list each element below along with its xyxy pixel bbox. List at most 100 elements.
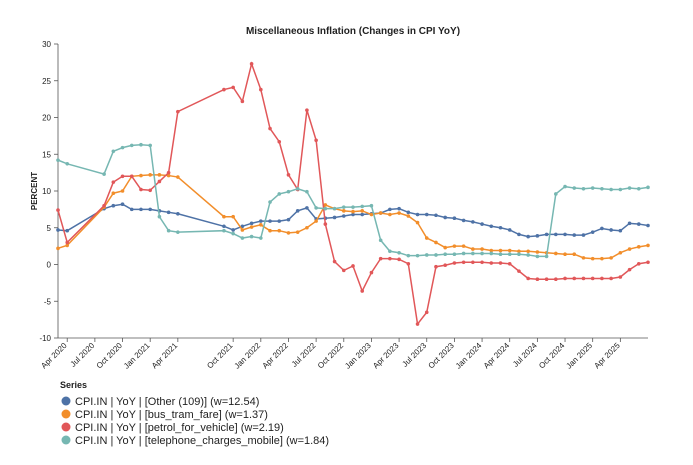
data-point (378, 238, 383, 243)
data-point (176, 175, 180, 179)
data-point (406, 210, 411, 215)
data-point (323, 206, 328, 211)
y-tick-label: 25 (42, 77, 51, 86)
data-point (618, 275, 623, 279)
data-point (378, 256, 383, 261)
legend-swatch (61, 422, 71, 432)
data-point (627, 267, 632, 272)
data-point (563, 252, 567, 257)
data-point (526, 249, 530, 254)
data-point (434, 213, 438, 218)
data-point (139, 187, 143, 192)
data-point (526, 253, 530, 257)
legend-label: CPI.IN | YoY | [bus_tram_fare] (w=1.37) (75, 409, 268, 421)
data-point (388, 256, 392, 261)
data-point (563, 184, 567, 189)
data-point (157, 173, 162, 177)
data-point (517, 232, 521, 237)
data-point (148, 173, 152, 177)
data-point (618, 250, 623, 255)
data-point (259, 87, 263, 92)
x-tick-label: Jul 2024 (511, 341, 539, 369)
data-point (590, 186, 595, 190)
data-point (581, 186, 586, 191)
data-point (351, 209, 355, 214)
data-point (489, 224, 494, 229)
data-point (498, 248, 503, 253)
data-point (240, 228, 245, 232)
x-tick-label: Jul 2020 (69, 341, 97, 369)
data-point (646, 243, 650, 248)
data-point (231, 214, 235, 219)
data-point (554, 232, 558, 237)
data-point (554, 277, 558, 282)
data-point (351, 205, 355, 209)
data-point (517, 269, 521, 273)
data-point (581, 276, 586, 281)
data-point (222, 228, 226, 233)
data-point (259, 236, 263, 240)
data-point (286, 231, 291, 235)
data-point (176, 230, 180, 234)
data-point (554, 251, 558, 256)
data-point (305, 189, 309, 194)
data-point (295, 209, 300, 213)
data-point (517, 252, 521, 257)
data-point (111, 180, 116, 184)
data-point (222, 87, 226, 92)
data-point (443, 245, 447, 250)
x-tick-label: Jan 2024 (454, 341, 484, 371)
data-point (314, 138, 318, 143)
data-point (609, 276, 613, 281)
data-point (305, 206, 309, 210)
legend-title: Series (60, 380, 87, 390)
data-point (240, 224, 245, 229)
data-point (600, 256, 604, 261)
series (56, 173, 650, 261)
data-point (397, 250, 401, 255)
data-point (65, 228, 70, 233)
series (56, 61, 650, 326)
data-point (498, 225, 503, 230)
data-point (498, 261, 503, 265)
data-point (341, 268, 346, 273)
data-point (369, 270, 374, 275)
data-point (222, 224, 226, 229)
data-point (406, 253, 411, 258)
data-point (369, 212, 374, 217)
data-point (600, 276, 604, 281)
data-point (222, 214, 226, 219)
data-point (452, 216, 457, 220)
data-point (166, 210, 171, 215)
data-point (277, 219, 282, 223)
data-point (231, 228, 235, 232)
data-point (397, 211, 401, 215)
data-point (452, 252, 457, 257)
data-point (572, 186, 577, 190)
data-point (148, 188, 152, 193)
data-point (166, 170, 171, 175)
data-point (388, 212, 392, 217)
data-point (471, 251, 475, 256)
series-line (57, 61, 649, 326)
data-point (295, 186, 300, 191)
data-point (102, 172, 106, 176)
data-point (590, 230, 595, 234)
data-point (489, 248, 494, 253)
data-point (397, 206, 401, 211)
data-point (526, 234, 530, 239)
data-point (369, 203, 374, 208)
data-point (277, 192, 282, 196)
data-point (471, 247, 475, 251)
data-point (618, 187, 623, 192)
data-point (268, 228, 272, 233)
data-point (434, 253, 438, 257)
x-tick-label: Jul 2023 (400, 341, 428, 369)
y-tick-label: 0 (47, 261, 52, 270)
data-point (581, 256, 586, 260)
data-point (646, 185, 650, 190)
data-point (489, 261, 494, 265)
data-point (286, 217, 291, 222)
data-point (231, 85, 235, 90)
data-point (600, 186, 604, 191)
